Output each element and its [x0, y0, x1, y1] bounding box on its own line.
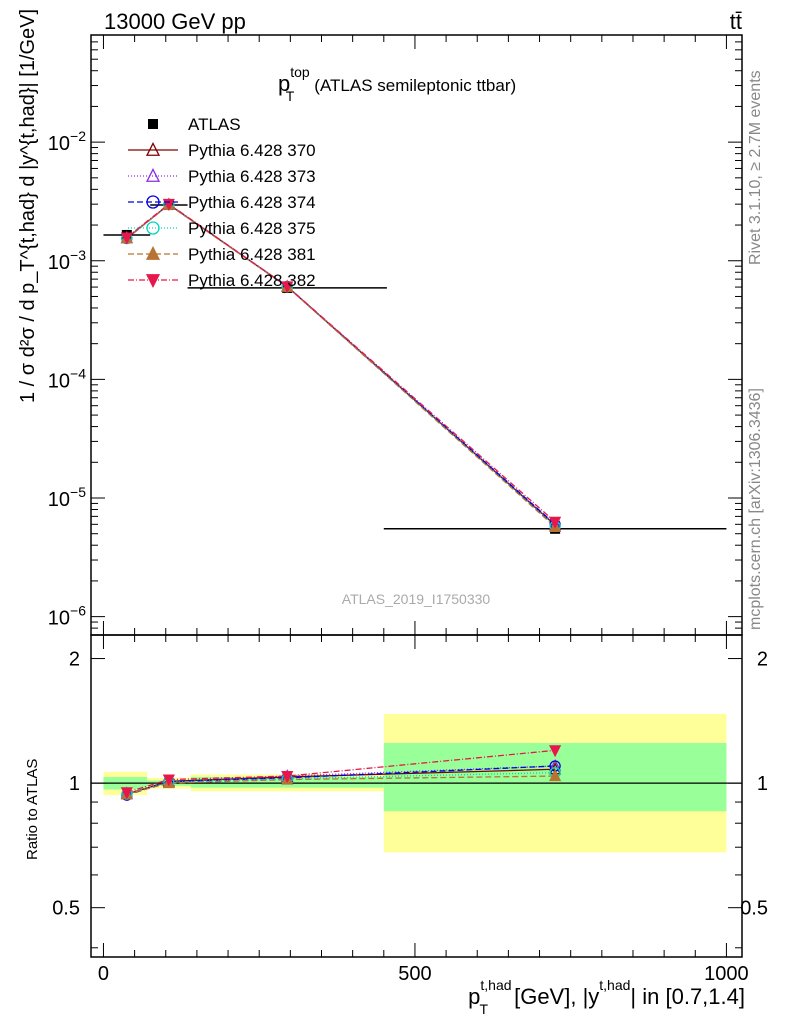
ratio-ytick-label: 2 [69, 649, 80, 671]
ratio-ytick-label-right: 2 [757, 649, 768, 671]
ratio-frame [90, 634, 743, 958]
ratio-bands [91, 713, 742, 853]
ratio-point-5 [120, 787, 133, 800]
ratio-ytick-label: 0.5 [52, 898, 80, 920]
series-markers [103, 197, 727, 801]
rivet-label: Rivet 3.1.10, ≥ 2.7M events [747, 70, 764, 265]
axes: 10−610−510−410−310−20.5 0.51 12 20 500 1000 [48, 34, 768, 985]
ratio-ytick-label: 1 [69, 773, 80, 795]
tick-mantissa: 10 [48, 133, 70, 155]
legend-marker-1 [145, 167, 161, 182]
ratio-line-5 [126, 749, 556, 793]
legend-marker-atlas [148, 119, 158, 129]
mcplots-label: mcplots.cern.ch [arXiv:1306.3436] [747, 388, 764, 630]
main-ytick-label: 10−3 [48, 247, 86, 274]
xtick-label: 500 [398, 963, 431, 985]
energy-label: 13000 GeV pp [104, 9, 246, 34]
tick-mantissa: 10 [48, 252, 70, 274]
legend-label-4: Pythia 6.428 381 [188, 245, 316, 264]
tick-exponent: −5 [70, 484, 86, 500]
xtick-label: 1000 [704, 963, 749, 985]
legend-label-2: Pythia 6.428 374 [188, 193, 316, 212]
x-axis-label: pt,had T [GeV], |yt,had| in [0.7,1.4] [468, 977, 745, 1017]
main-title: ptop T (ATLAS semileptonic ttbar) [278, 64, 516, 104]
tick-exponent: −6 [70, 603, 86, 619]
title-main: p [278, 71, 290, 96]
title-sub: T [286, 88, 295, 104]
tick-mantissa: 10 [48, 370, 70, 392]
ratio-point-5 [549, 745, 562, 758]
legend: ATLAS Pythia 6.428 370 Pythia 6.428 373 Pyt… [128, 115, 316, 290]
ratio-point-5 [281, 771, 294, 784]
process-label: tt̄ [730, 9, 742, 34]
ratio-point-5 [162, 774, 175, 787]
main-ytick-label: 10−6 [48, 603, 86, 630]
tick-mantissa: 10 [48, 489, 70, 511]
xtick-label: 0 [98, 963, 109, 985]
tick-exponent: −4 [70, 365, 86, 381]
series-point-5 [120, 232, 133, 245]
series-line-5 [126, 203, 556, 523]
main-ytick-label: 10−5 [48, 484, 86, 511]
title-rest: (ATLAS semileptonic ttbar) [314, 76, 516, 95]
tick-exponent: −3 [70, 247, 86, 263]
ratio-ytick-label-right: 1 [757, 773, 768, 795]
tick-exponent: −2 [70, 128, 86, 144]
legend-marker-3 [146, 221, 160, 235]
series-point-5 [549, 516, 562, 529]
legend-marker-5 [145, 274, 161, 289]
legend-label-1: Pythia 6.428 373 [188, 167, 316, 186]
legend-label-5: Pythia 6.428 382 [188, 271, 316, 290]
ratio-point-4 [549, 769, 562, 782]
legend-label-3: Pythia 6.428 375 [188, 219, 316, 238]
ratio-ytick-label-right: 0.5 [740, 898, 768, 920]
ratio-ylabel: Ratio to ATLAS [24, 759, 41, 860]
main-ytick-label: 10−2 [48, 128, 86, 155]
legend-label-0: Pythia 6.428 370 [188, 141, 316, 160]
legend-label-atlas: ATLAS [188, 115, 241, 134]
ratio-line-4 [126, 775, 556, 795]
legend-marker-0 [145, 141, 161, 156]
watermark: ATLAS_2019_I1750330 [342, 591, 491, 607]
series-lines [126, 203, 556, 796]
main-ylabel: 1 / σ d²σ / d p_T^{t,had} d |y^{t,had}| … [17, 9, 39, 403]
tick-mantissa: 10 [48, 608, 70, 630]
main-ytick-label: 10−4 [48, 365, 86, 392]
legend-marker-2 [146, 195, 160, 209]
legend-marker-4 [145, 245, 161, 260]
series-point-5 [281, 281, 294, 294]
title-sup: top [290, 64, 310, 80]
